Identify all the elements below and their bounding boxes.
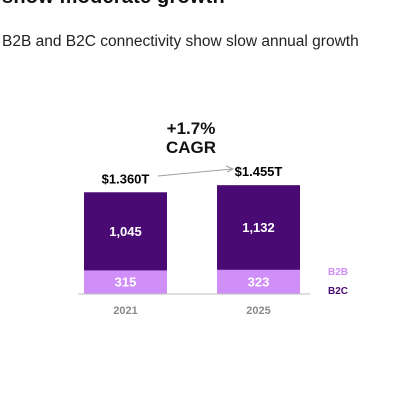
data-label-b2b-2025: 323 — [248, 274, 270, 289]
x-tick-label-2025: 2025 — [246, 305, 270, 317]
legend-item-b2c: B2C — [328, 286, 348, 297]
labels-layer: 315 1,045 $1.360T 2021 323 1,132 $1.455T 2025 — [102, 164, 283, 317]
cagr-value: +1.7% — [167, 119, 216, 138]
cagr-annotation: +1.7% CAGR — [157, 119, 235, 177]
cagr-arrow-line — [157, 168, 233, 177]
page-title: show moderate growth — [2, 0, 225, 9]
data-label-b2b-2021: 315 — [115, 275, 137, 290]
bar-b2b-2021 — [84, 270, 167, 294]
total-label-2021: $1.360T — [102, 171, 150, 186]
data-label-b2c-2021: 1,045 — [109, 224, 142, 239]
legend: B2B B2C — [328, 267, 348, 297]
bars-layer — [84, 185, 300, 294]
data-label-b2c-2025: 1,132 — [242, 220, 275, 235]
cagr-arrow-head-icon — [225, 165, 235, 173]
x-tick-label-2021: 2021 — [113, 305, 137, 317]
cagr-label: CAGR — [166, 138, 216, 157]
bar-b2c-2021 — [84, 192, 167, 271]
chart-subtitle: B2B and B2C connectivity show slow annua… — [2, 33, 359, 50]
bar-b2b-2025 — [217, 269, 300, 294]
legend-item-b2b: B2B — [328, 267, 348, 278]
bar-b2c-2025 — [217, 185, 300, 270]
total-label-2025: $1.455T — [235, 164, 283, 179]
